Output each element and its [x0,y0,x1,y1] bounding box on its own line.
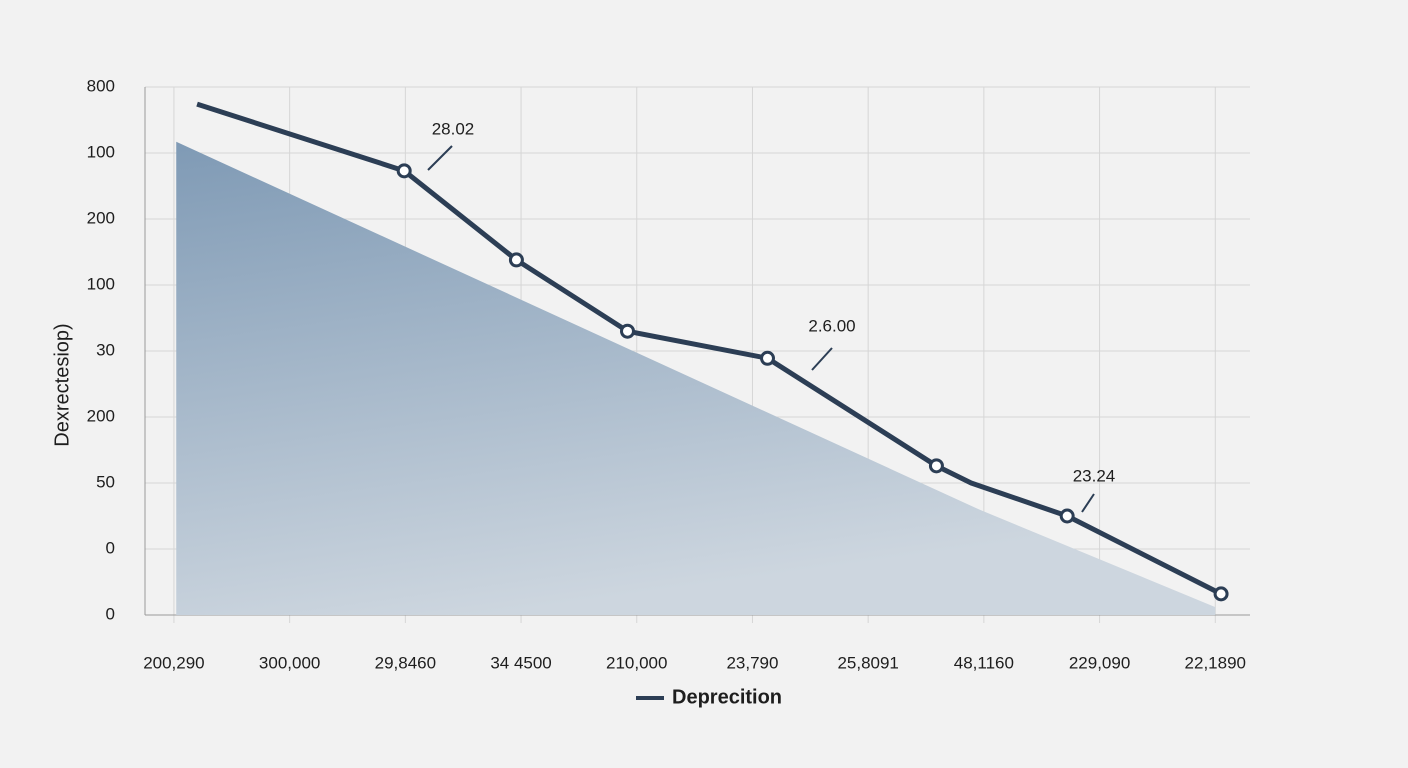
y-tick-label: 200 [87,406,115,425]
x-tick-label: 29,8460 [375,653,436,672]
annotation: 28.02 [432,119,475,138]
x-tick-label: 34 4500 [490,653,551,672]
annotation: 23.24 [1073,466,1116,485]
y-tick-label: 0 [106,604,115,623]
point [508,252,524,268]
point [760,350,776,366]
x-tick-label: 25,8091 [837,653,898,672]
x-tick-label: 229,090 [1069,653,1130,672]
x-tick-label: 300,000 [259,653,320,672]
annotation-leader [811,347,833,371]
y-tick-label: 200 [87,208,115,227]
legend-label: Deprecition [672,686,782,708]
point [619,323,635,339]
annotation-leader [1081,493,1095,513]
x-tick-label: 48,1160 [954,653,1014,672]
y-tick-label: 100 [87,274,115,293]
y-tick-label: 30 [96,340,115,359]
y-tick-label: 100 [87,142,115,161]
annotation-leader [427,145,453,171]
x-tick-label: 210,000 [606,653,667,672]
y-tick-label: 0 [106,538,115,557]
x-tick-label: 200,290 [143,653,204,672]
point [396,163,412,179]
y-tick-label: 800 [87,76,115,95]
y-axis-label: Dexrectesiop) [51,323,73,446]
area [176,141,1216,615]
point [928,458,944,474]
annotation: 2.6.00 [808,316,855,335]
point [1213,586,1229,602]
y-tick-label: 50 [96,472,115,491]
point [1059,508,1075,524]
x-tick-label: 23,790 [726,653,778,672]
x-tick-label: 22,1890 [1185,653,1246,672]
